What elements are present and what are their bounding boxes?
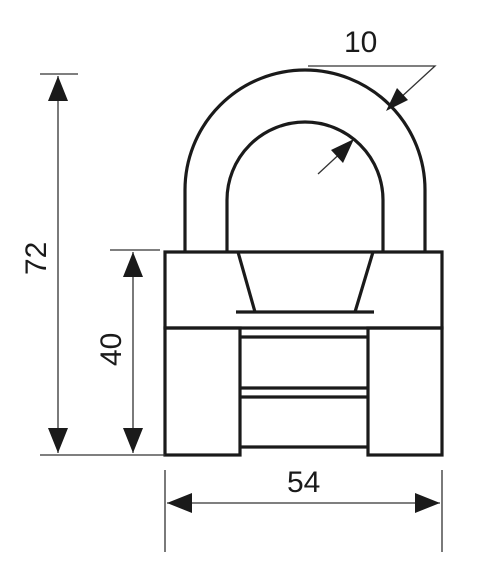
center-band-lines [240,335,368,449]
shackle-outer-outline [183,68,427,252]
body-width-arrow-right [415,493,440,513]
wall-thickness-arrow-inner [331,139,354,163]
right-block [366,326,444,457]
total-height-arrow-top [48,76,68,101]
dimension-body-height: 40 [95,249,160,453]
body-height-arrow-bottom [123,428,143,453]
total-height-label: 72 [20,242,53,275]
body-height-label: 40 [95,333,128,366]
wall-thickness-arrow-outer [386,88,408,111]
total-height-arrow-bottom [48,428,68,453]
dimension-total-height: 72 [20,73,165,456]
dimension-body-width: 54 [164,466,443,552]
wall-thickness-leader-top [308,65,437,101]
upper-body-outline [163,250,444,330]
body-height-arrow-top [123,252,143,277]
lock-body-upper [163,250,444,330]
lock-body-lower [163,326,444,457]
shackle-inner-outline [225,120,385,252]
wall-thickness-label: 10 [344,26,377,59]
left-chamfer [236,251,257,313]
right-chamfer [353,251,375,313]
left-block [163,326,242,457]
dimension-wall-thickness: 10 [308,26,437,175]
body-width-label: 54 [287,466,320,499]
shackle [183,68,427,252]
body-width-arrow-left [167,493,192,513]
